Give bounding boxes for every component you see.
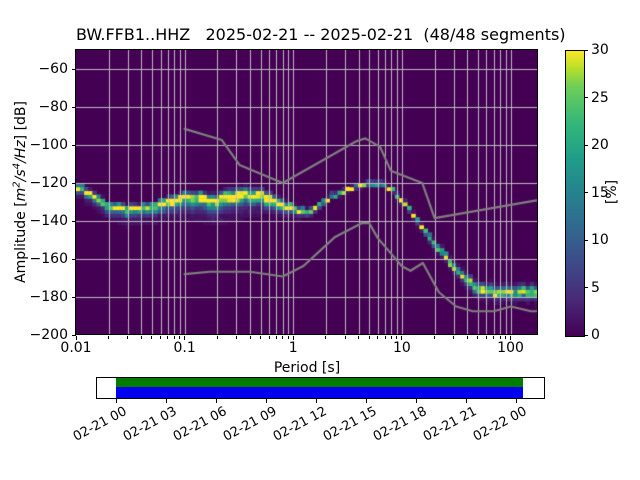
- timeline-tick-mark: [416, 399, 418, 403]
- x-tick-mark: [160, 336, 162, 339]
- timeline-tick-mark: [466, 399, 468, 403]
- x-tick-mark: [275, 336, 277, 339]
- x-tick-mark: [377, 336, 379, 339]
- x-tick-mark: [510, 336, 512, 340]
- x-tick-mark: [140, 336, 142, 339]
- timeline-tick-label: 02-21 00: [70, 404, 130, 445]
- y-tick-mark: [72, 258, 76, 260]
- x-tick-label: 0.1: [173, 340, 196, 356]
- x-tick-label: 0.01: [60, 340, 92, 356]
- colorbar-tick-label: 25: [591, 89, 609, 106]
- x-tick-mark: [485, 336, 487, 339]
- coverage-bar-blue: [116, 387, 523, 398]
- x-tick-mark: [368, 336, 370, 339]
- x-tick-mark: [505, 336, 507, 339]
- colorbar-tick-mark: [584, 49, 588, 51]
- x-tick-mark: [249, 336, 251, 339]
- timeline-tick-mark: [215, 399, 217, 403]
- plot-title: BW.FFB1..HHZ 2025-02-21 -- 2025-02-21 (4…: [76, 25, 566, 44]
- x-tick-mark: [344, 336, 346, 339]
- x-tick-mark: [108, 336, 110, 339]
- timeline-tick-label: 02-22 00: [471, 404, 530, 445]
- timeline-tick-label: 02-21 03: [120, 404, 180, 445]
- x-tick-mark: [499, 336, 501, 339]
- colorbar-tick-mark: [584, 144, 588, 146]
- y-tick-mark: [72, 220, 76, 222]
- colorbar-tick-mark: [584, 97, 588, 98]
- colorbar-gradient: [565, 50, 585, 337]
- y-tick-label: −120: [29, 175, 68, 191]
- x-tick-mark: [268, 336, 270, 339]
- timeline-tick-mark: [315, 399, 317, 403]
- timeline-tick-mark: [366, 399, 367, 403]
- y-tick-label: −140: [29, 213, 68, 229]
- y-tick-mark: [72, 182, 76, 184]
- y-tick-label: −60: [38, 61, 68, 77]
- x-tick-mark: [434, 336, 436, 339]
- y-tick-mark: [72, 296, 76, 298]
- x-tick-mark: [167, 336, 169, 339]
- colorbar-tick-label: 0: [591, 327, 600, 343]
- y-tick-label: −80: [38, 99, 68, 115]
- colorbar-tick-mark: [584, 334, 588, 336]
- y-tick-mark: [72, 68, 76, 70]
- x-tick-mark: [384, 336, 386, 339]
- y-tick-label: −160: [29, 251, 68, 267]
- x-tick-mark: [390, 336, 392, 339]
- ppsd-heatmap-canvas: [76, 50, 538, 335]
- x-tick-label: 100: [497, 340, 524, 356]
- timeline-tick-mark: [115, 399, 117, 403]
- coverage-timeline-frame: [96, 377, 545, 399]
- colorbar-tick-label: 15: [591, 184, 609, 201]
- x-tick-mark: [292, 336, 294, 340]
- y-tick-label: −200: [29, 327, 68, 343]
- timeline-tick-mark: [516, 399, 518, 403]
- timeline-tick-label: 02-21 18: [370, 404, 430, 445]
- x-tick-mark: [401, 336, 403, 340]
- timeline-tick-label: 02-21 21: [421, 404, 480, 445]
- coverage-bar-green: [116, 378, 523, 387]
- colorbar-tick-label: 10: [591, 232, 609, 248]
- x-tick-mark: [235, 336, 237, 339]
- timeline-tick-label: 02-21 09: [220, 404, 280, 445]
- x-tick-mark: [287, 336, 289, 339]
- colorbar-tick-mark: [584, 287, 588, 288]
- x-tick-mark: [173, 336, 175, 339]
- colorbar-label: [%]: [604, 179, 620, 205]
- x-tick-mark: [282, 336, 284, 339]
- x-tick-mark: [477, 336, 479, 339]
- x-tick-mark: [358, 336, 360, 339]
- timeline-tick-label: 02-21 06: [170, 404, 230, 445]
- y-tick-mark: [72, 106, 76, 108]
- y-tick-mark: [72, 144, 76, 146]
- x-tick-mark: [216, 336, 218, 339]
- colorbar-tick-mark: [584, 192, 588, 193]
- y-tick-label: −100: [29, 137, 68, 153]
- y-tick-label: −180: [29, 289, 68, 305]
- x-axis-label: Period [s]: [273, 360, 341, 376]
- x-tick-mark: [466, 336, 468, 339]
- x-tick-mark: [184, 336, 186, 340]
- x-tick-mark: [75, 336, 77, 340]
- x-tick-label: 1: [288, 340, 298, 356]
- x-tick-mark: [260, 336, 262, 339]
- y-tick-mark: [72, 334, 76, 336]
- x-tick-mark: [396, 336, 398, 339]
- timeline-tick-label: 02-21 12: [270, 404, 330, 445]
- x-tick-mark: [453, 336, 455, 339]
- x-tick-mark: [179, 336, 181, 339]
- colorbar-tick-label: 20: [591, 137, 609, 153]
- colorbar-tick-label: 30: [591, 42, 609, 58]
- x-tick-mark: [151, 336, 153, 339]
- timeline-tick-mark: [265, 399, 267, 403]
- timeline-tick-label: 02-21 15: [320, 404, 380, 445]
- x-tick-mark: [493, 336, 495, 339]
- colorbar-tick-mark: [584, 239, 588, 241]
- timeline-tick-mark: [165, 399, 167, 403]
- x-tick-label: 10: [392, 340, 411, 356]
- colorbar-tick-label: 5: [591, 279, 600, 296]
- x-tick-mark: [127, 336, 129, 339]
- x-tick-mark: [325, 336, 327, 339]
